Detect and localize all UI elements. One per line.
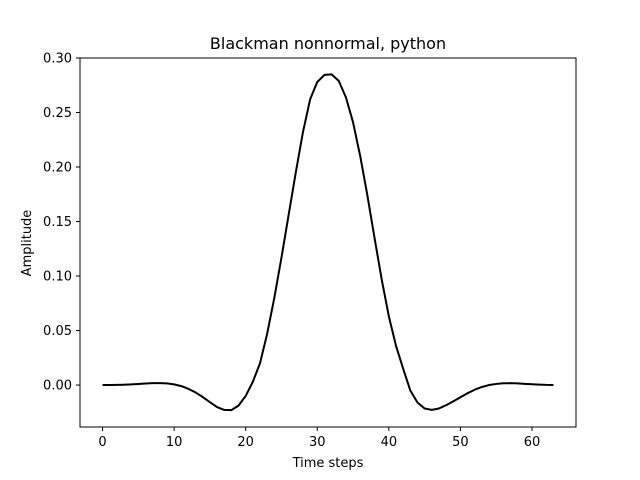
x-tick-label: 60 xyxy=(524,435,541,450)
x-axis: 0 10 20 30 40 50 60 xyxy=(98,427,540,450)
y-tick-label: 0.05 xyxy=(43,324,72,339)
y-tick-label: 0.20 xyxy=(43,161,72,176)
x-tick-label: 10 xyxy=(166,435,183,450)
y-axis: 0.00 0.05 0.10 0.15 0.20 0.25 0.30 xyxy=(43,52,80,394)
plot-area xyxy=(79,57,577,428)
x-tick-label: 40 xyxy=(381,435,398,450)
x-tick-label: 0 xyxy=(98,435,106,450)
y-axis-label: Amplitude xyxy=(20,210,35,277)
x-axis-label: Time steps xyxy=(292,456,364,471)
x-tick-label: 50 xyxy=(452,435,469,450)
y-tick-label: 0.25 xyxy=(43,106,72,121)
chart-title: Blackman nonnormal, python xyxy=(210,34,446,53)
y-tick-label: 0.15 xyxy=(43,215,72,230)
series-line xyxy=(102,73,554,412)
y-tick-label: 0.10 xyxy=(43,270,72,285)
x-tick-label: 20 xyxy=(237,435,254,450)
x-tick-label: 30 xyxy=(309,435,326,450)
y-tick-label: 0.00 xyxy=(43,379,72,394)
y-tick-label: 0.30 xyxy=(43,52,72,67)
